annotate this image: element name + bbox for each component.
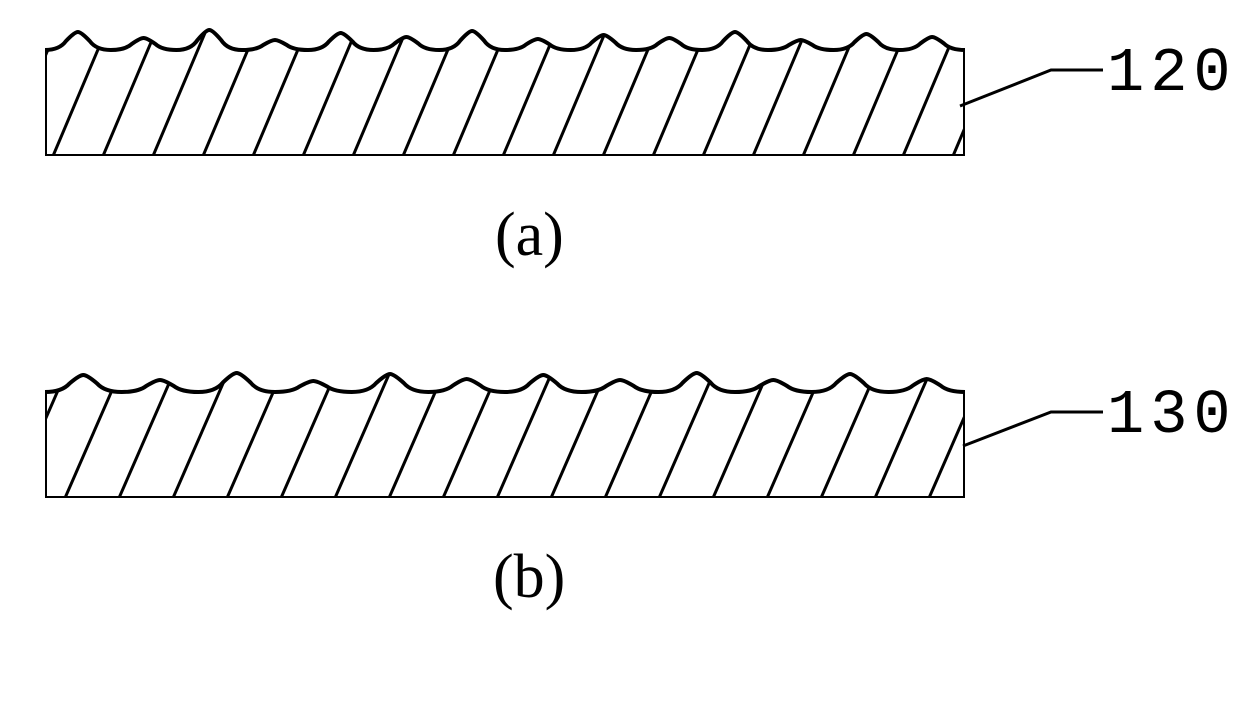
panel-b: [45, 356, 965, 498]
reference-label-120: 120: [1107, 38, 1237, 109]
leader-line-a: [956, 66, 1107, 110]
leader-line-b: [959, 408, 1107, 450]
diagram-canvas: 120 (a) 130 (b): [0, 0, 1240, 717]
reference-label-130: 130: [1107, 380, 1237, 451]
panel-a: [45, 14, 965, 156]
subfigure-label-b: (b): [493, 542, 565, 613]
subfigure-label-a: (a): [495, 200, 564, 271]
